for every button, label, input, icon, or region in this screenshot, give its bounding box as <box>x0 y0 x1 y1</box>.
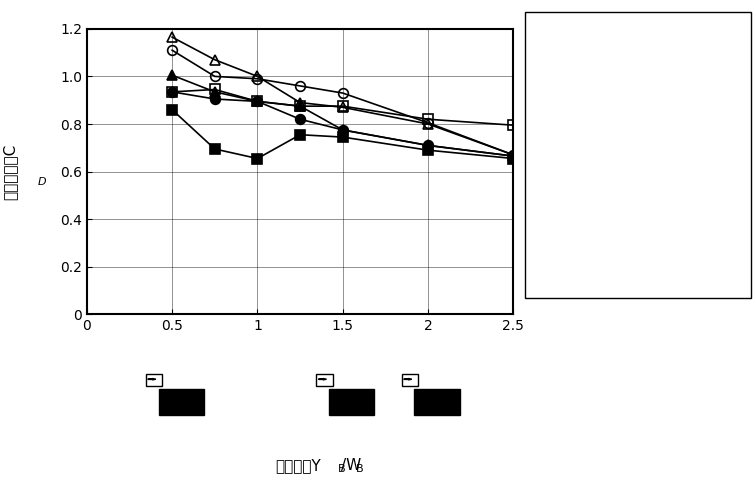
Text: 横間隔　Y: 横間隔 Y <box>276 458 321 473</box>
Text: 普通ワゴン地上高　0mm: 普通ワゴン地上高 0mm <box>566 170 666 183</box>
Text: B: B <box>356 464 364 474</box>
Text: 40mm: 40mm <box>704 214 744 227</box>
Text: D: D <box>38 177 46 187</box>
Text: 抗力係数　C: 抗力係数 C <box>2 144 17 200</box>
Text: B: B <box>337 464 345 474</box>
Text: /W: /W <box>341 458 362 473</box>
Text: 40mm: 40mm <box>704 83 744 96</box>
Text: 80mm: 80mm <box>704 258 744 271</box>
Text: 80mm: 80mm <box>704 126 744 139</box>
Text: 大型バス　地上高　0mm: 大型バス 地上高 0mm <box>566 38 666 51</box>
